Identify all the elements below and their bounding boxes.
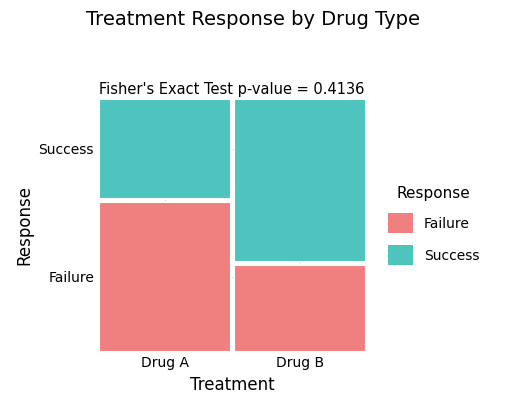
X-axis label: Treatment: Treatment — [190, 376, 275, 394]
Y-axis label: Response: Response — [15, 185, 33, 265]
Text: Fisher's Exact Test p-value = 0.4136: Fisher's Exact Test p-value = 0.4136 — [99, 82, 364, 97]
Bar — [234, 99, 366, 262]
Bar — [99, 202, 231, 352]
Bar — [234, 265, 366, 352]
Text: Treatment Response by Drug Type: Treatment Response by Drug Type — [85, 10, 420, 29]
Legend: Failure, Success: Failure, Success — [381, 179, 486, 272]
Bar — [99, 99, 231, 199]
